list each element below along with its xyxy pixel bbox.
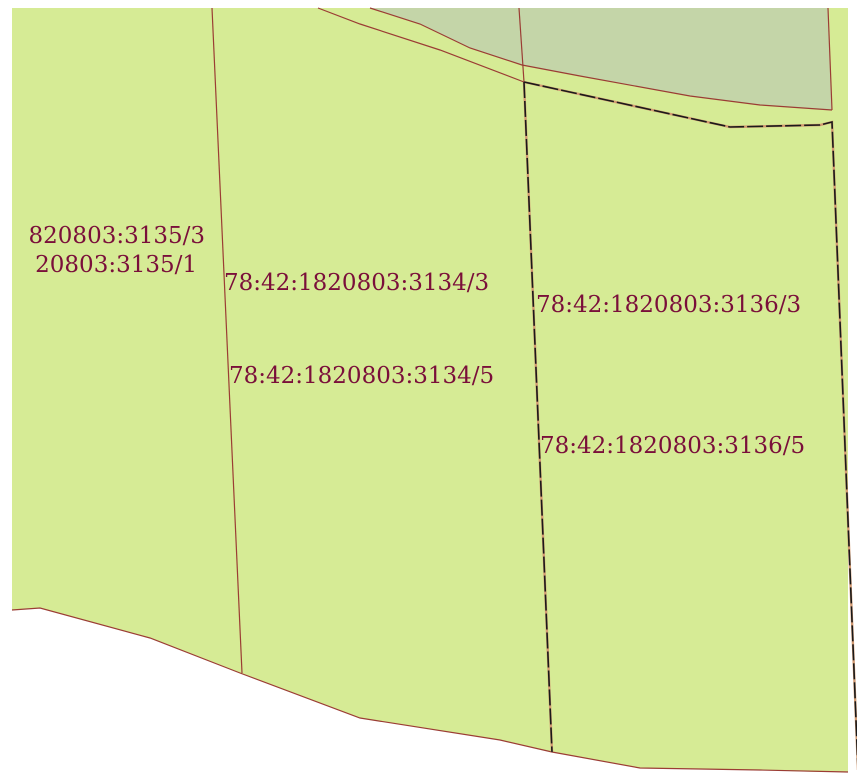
parcel-label-3135-1[interactable]: 20803:3135/1: [35, 252, 197, 278]
highlighted-parcel-boundary: [522, 80, 857, 771]
land-area: [12, 8, 848, 772]
zone-right-edge: [827, 7, 833, 111]
parcel-label-3135-3[interactable]: 820803:3135/3: [29, 223, 205, 249]
land-bottom-border: [11, 607, 849, 773]
road-border: [317, 7, 525, 83]
parcel-divider-middle: [518, 7, 525, 83]
parcel-label-3134-3[interactable]: 78:42:1820803:3134/3: [224, 270, 489, 296]
parcel-label-3136-3[interactable]: 78:42:1820803:3136/3: [536, 292, 801, 318]
parcel-label-3136-5[interactable]: 78:42:1820803:3136/5: [540, 433, 805, 459]
parcel-label-3134-5[interactable]: 78:42:1820803:3134/5: [229, 363, 494, 389]
green-zone: [318, 8, 832, 110]
zone-border: [369, 7, 833, 111]
parcel-divider-west: [211, 7, 243, 674]
